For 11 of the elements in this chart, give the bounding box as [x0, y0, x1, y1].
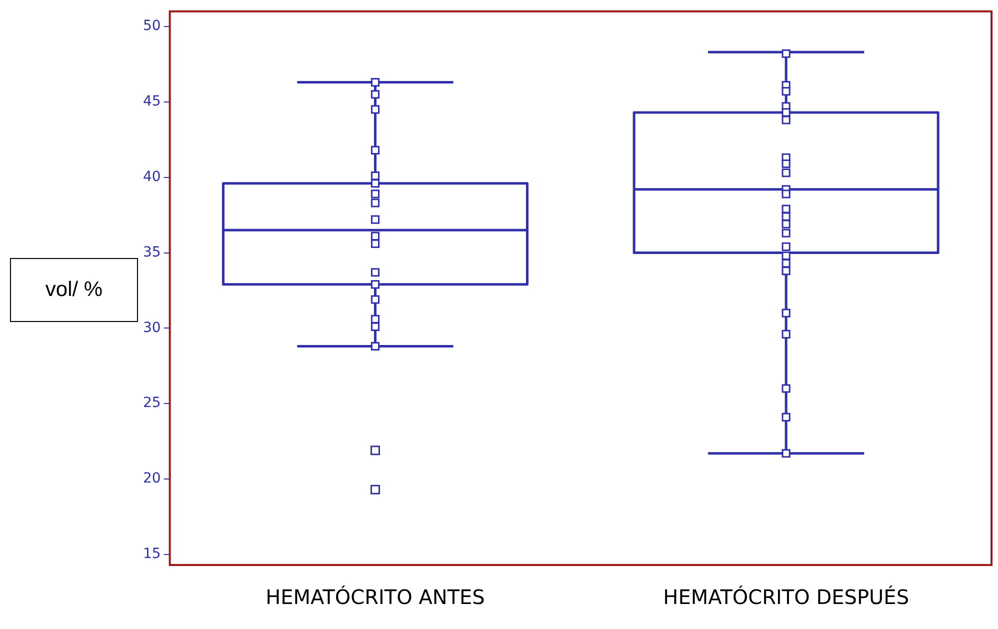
y-tick-label: 20: [142, 470, 161, 487]
y-tick-label: 45: [142, 94, 161, 110]
x-tick-label: HEMATÓCRITO ANTES: [266, 585, 485, 610]
y-tick-label: 35: [142, 244, 161, 260]
y-tick-label: 30: [142, 320, 161, 336]
y-tick-label: 15: [142, 546, 161, 562]
y-tick-label: 25: [142, 395, 161, 412]
y-tick-label: 40: [142, 168, 161, 185]
y-tick-label: 50: [142, 18, 161, 34]
y-axis-title: vol/ %: [10, 258, 138, 322]
x-tick-label: HEMATÓCRITO DESPUÉS: [663, 585, 910, 610]
